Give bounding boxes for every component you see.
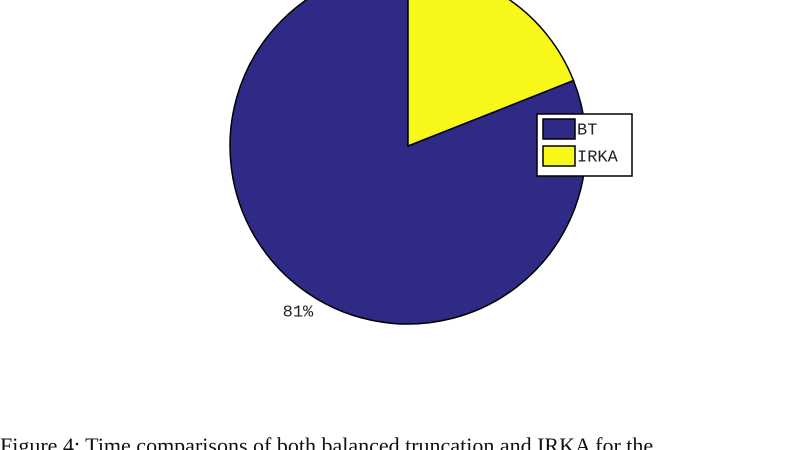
legend-label: BT: [577, 121, 597, 140]
pie-slice: [229, 0, 587, 325]
legend-swatch: [542, 118, 576, 140]
value-label: 81%: [283, 303, 314, 322]
legend-swatch: [542, 145, 576, 167]
caption: Figure 4: Time comparisons of both balan…: [0, 433, 653, 450]
pie-slice: [407, 0, 575, 148]
legend-label: IRKA: [577, 148, 619, 167]
